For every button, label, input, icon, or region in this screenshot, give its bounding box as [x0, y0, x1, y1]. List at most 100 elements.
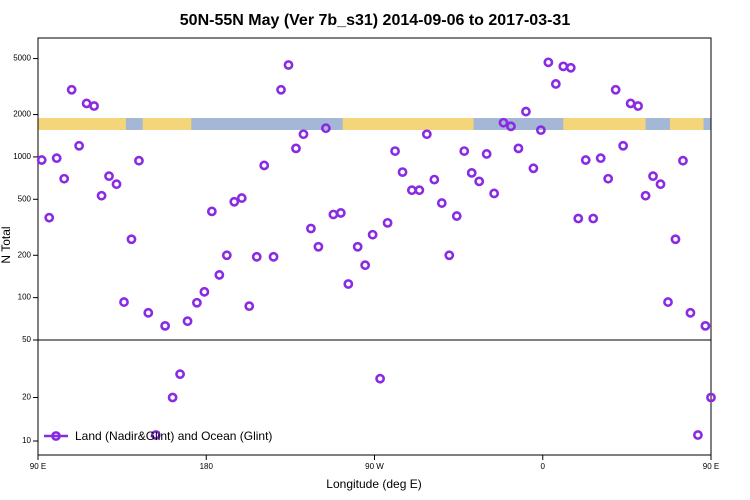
data-point	[214, 270, 225, 280]
data-point	[251, 251, 262, 262]
data-point	[610, 84, 621, 95]
data-points	[36, 57, 716, 440]
data-point	[36, 155, 47, 165]
data-point	[663, 297, 673, 307]
y-tick-label: 500	[18, 194, 32, 203]
data-point	[175, 369, 185, 380]
data-point	[160, 320, 171, 331]
data-point	[580, 155, 591, 165]
data-point	[595, 153, 606, 164]
data-point	[206, 206, 217, 217]
data-point	[199, 286, 210, 297]
data-point	[618, 140, 629, 151]
x-tick-label: 90 E	[30, 462, 46, 471]
data-point	[543, 57, 554, 68]
land-band	[38, 118, 126, 130]
data-point	[513, 143, 524, 154]
land-ocean-strip	[38, 118, 711, 130]
data-point	[335, 208, 346, 218]
data-point	[150, 430, 161, 440]
legend: Land (Nadir&Glint) and Ocean (Glint)	[44, 429, 272, 443]
data-point	[111, 179, 122, 190]
data-point	[382, 217, 393, 228]
y-tick-label: 5000	[13, 54, 31, 63]
data-point	[313, 241, 324, 252]
y-tick-label: 100	[18, 293, 32, 302]
data-point	[429, 174, 440, 185]
data-point	[693, 430, 703, 440]
data-point	[648, 171, 658, 182]
data-point	[390, 146, 400, 156]
data-point	[603, 173, 614, 184]
data-point	[633, 101, 643, 111]
y-tick-label: 2000	[13, 110, 31, 119]
data-point	[143, 307, 154, 318]
data-point	[126, 234, 137, 245]
data-point	[352, 241, 363, 252]
legend-label: Land (Nadir&Glint) and Ocean (Glint)	[75, 429, 272, 443]
data-point	[444, 250, 455, 261]
data-point	[360, 260, 371, 271]
data-point	[167, 392, 178, 403]
land-band	[342, 118, 474, 130]
data-point	[474, 176, 485, 187]
y-tick-label: 1000	[13, 152, 31, 161]
data-point	[506, 121, 516, 132]
data-point	[535, 125, 546, 136]
data-point	[466, 167, 477, 178]
x-tick-label: 180	[200, 462, 214, 471]
data-point	[244, 301, 255, 312]
data-point	[328, 209, 339, 220]
data-point	[81, 98, 92, 109]
data-point	[192, 297, 202, 308]
y-tick-label: 20	[22, 393, 31, 402]
data-point	[655, 179, 666, 190]
land-band	[142, 118, 192, 130]
data-point	[397, 167, 408, 178]
data-point	[291, 143, 301, 154]
data-point	[59, 173, 70, 184]
data-point	[489, 188, 500, 199]
x-axis-label: Longitude (deg E)	[326, 477, 421, 491]
axes: 90 E 180 90 W 0 90 E 100 200 500 1000 2000 5000 10 2…	[13, 37, 719, 471]
data-point	[685, 307, 696, 318]
x-tick-label: 0	[541, 462, 546, 471]
data-point	[74, 140, 85, 151]
data-point	[451, 211, 462, 221]
data-point	[700, 320, 711, 331]
data-point	[558, 61, 569, 72]
data-point	[436, 198, 447, 208]
data-point	[44, 212, 55, 223]
data-point	[528, 163, 539, 174]
data-point	[414, 185, 425, 196]
data-point	[625, 98, 636, 109]
chart-title: 50N-55N May (Ver 7b_s31) 2014-09-06 to 2…	[180, 12, 571, 29]
data-point	[51, 153, 62, 164]
data-point	[498, 117, 509, 128]
data-point	[375, 373, 386, 384]
data-point	[96, 190, 107, 201]
data-point	[268, 251, 279, 262]
y-axis-label: N Total	[0, 226, 13, 263]
data-point	[119, 297, 129, 307]
data-point	[134, 155, 144, 166]
data-point	[459, 146, 470, 156]
data-point	[706, 392, 716, 403]
data-point	[640, 190, 651, 201]
data-point	[236, 193, 247, 203]
data-point	[306, 223, 316, 234]
y-tick-label: 200	[18, 250, 32, 259]
data-point	[66, 84, 77, 95]
data-point	[283, 60, 294, 70]
data-point	[573, 213, 584, 224]
data-point	[104, 171, 114, 182]
data-point	[259, 160, 270, 171]
data-point	[670, 234, 681, 245]
data-point	[343, 279, 354, 289]
x-tick-label: 90 W	[365, 462, 384, 471]
data-point	[320, 123, 331, 134]
data-point	[182, 316, 193, 327]
data-point	[588, 213, 599, 224]
land-band	[669, 118, 704, 130]
